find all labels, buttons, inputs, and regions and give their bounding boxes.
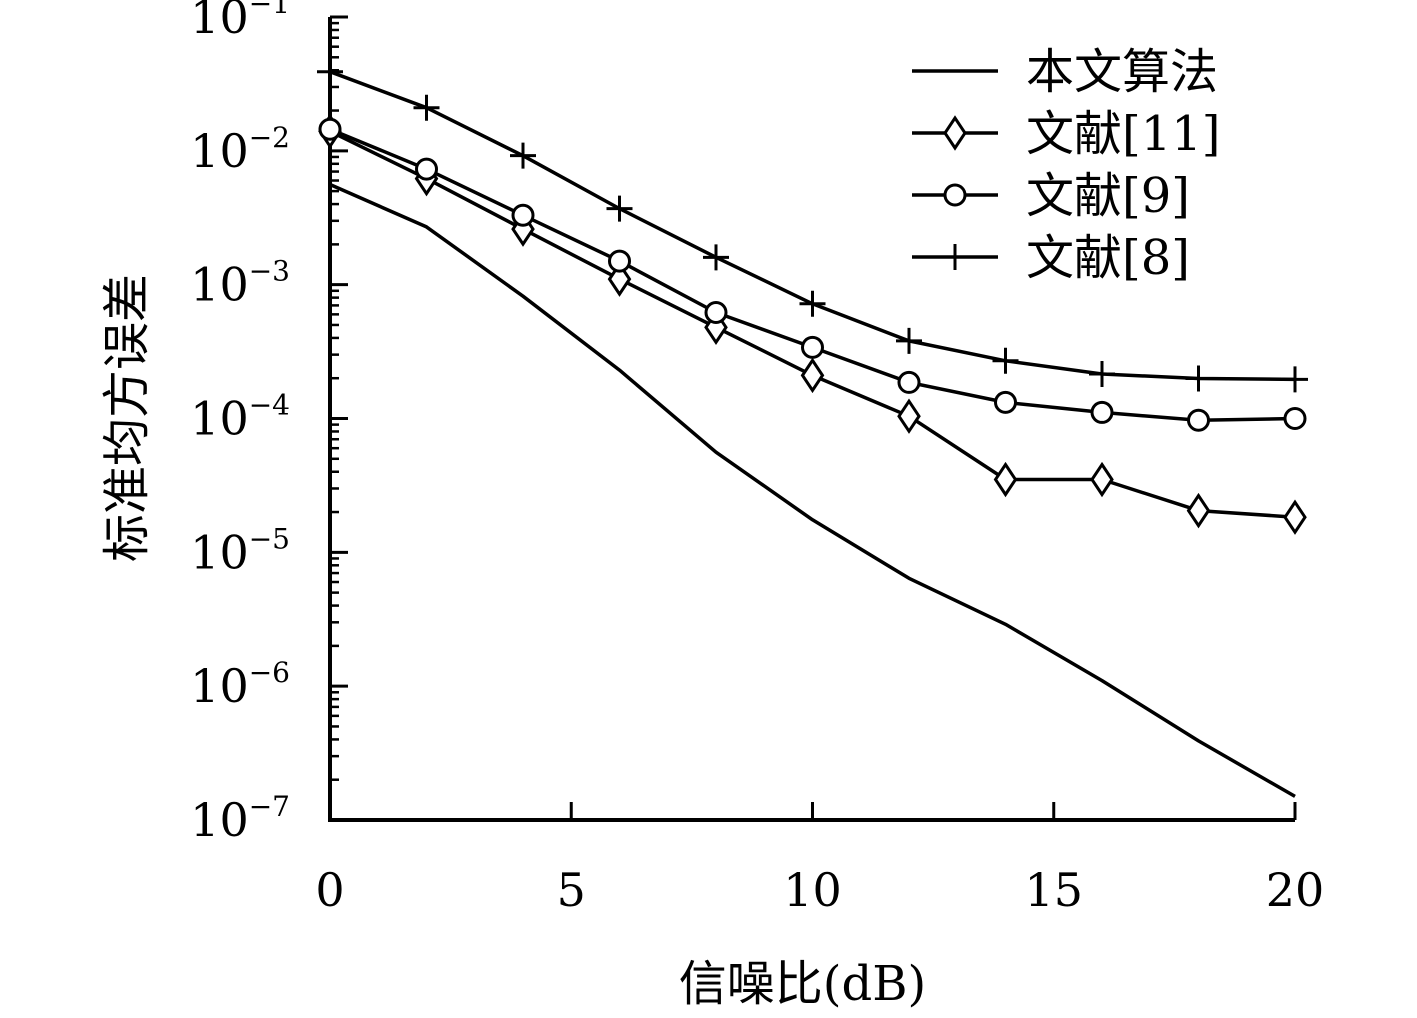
series-1-point-3	[607, 261, 632, 297]
series-2-point-8	[1090, 400, 1114, 424]
y-tick-label-1: 10−2	[190, 121, 290, 178]
series-layer	[317, 58, 1308, 798]
y-axis-label: 标准均方误差	[99, 274, 155, 562]
y-tick-label-4: 10−5	[190, 522, 290, 579]
y-tick-exponent-5: −6	[249, 656, 290, 689]
series-3-point-9	[1185, 365, 1212, 392]
series-3-point-3	[606, 195, 633, 222]
y-tick-label-2: 10−3	[190, 255, 290, 312]
y-tick-label-3: 10−4	[190, 389, 290, 446]
x-tick-label-1: 5	[557, 863, 586, 917]
legend-label-3: 文献[8]	[1026, 230, 1190, 286]
y-tick-exponent-6: −7	[249, 790, 290, 823]
series-2-point-0	[318, 117, 342, 141]
series-1-point-6	[897, 398, 921, 434]
series-2-point-10	[1283, 407, 1307, 430]
series-2-point-5	[801, 335, 824, 359]
y-tick-label-5: 10−6	[190, 656, 290, 713]
legend-marker-2	[943, 183, 967, 207]
series-3-point-6	[896, 327, 922, 354]
series-2-point-7	[994, 390, 1017, 414]
series-3-point-5	[799, 290, 826, 317]
series-0-line	[329, 182, 1296, 798]
series-3-point-4	[703, 244, 729, 271]
y-tick-label-6: 10−7	[190, 790, 290, 847]
series-3-point-2	[510, 142, 536, 169]
y-tick-exponent-3: −4	[249, 389, 290, 422]
series-1-point-5	[800, 357, 825, 394]
series-1-point-9	[1186, 492, 1211, 529]
series-0	[329, 182, 1296, 798]
series-2-point-9	[1187, 408, 1210, 432]
legend-label-1: 文献[11]	[1026, 106, 1221, 162]
legend-label-0: 本文算法	[1026, 44, 1218, 100]
legend-marker-3	[942, 244, 968, 270]
series-1-point-7	[993, 461, 1018, 498]
series-3-point-1	[413, 94, 440, 121]
series-3-point-7	[992, 347, 1019, 374]
y-tick-exponent-4: −5	[249, 522, 290, 555]
series-2-point-2	[511, 203, 535, 227]
y-tick-exponent-1: −2	[249, 121, 290, 154]
y-tick-label-0: 10−1	[190, 0, 290, 44]
y-tick-exponent-0: −1	[249, 0, 290, 20]
x-tick-label-0: 0	[315, 863, 344, 917]
series-2-point-3	[608, 249, 631, 273]
series-1-point-8	[1090, 461, 1114, 498]
x-axis-label: 信噪比(dB)	[679, 956, 926, 1012]
series-2	[318, 117, 1307, 432]
legend-marker-1	[943, 115, 967, 151]
series-2-point-6	[897, 370, 921, 394]
x-tick-label-4: 20	[1266, 863, 1325, 917]
series-3	[317, 58, 1308, 393]
x-tick-label-3: 15	[1024, 863, 1083, 917]
series-1-point-4	[704, 309, 728, 346]
ticks: 0 5 10 15 20 10−1 10−2 10−3 10−4 10−5 10−6 10−7	[190, 0, 1324, 917]
series-3-point-0	[317, 58, 343, 85]
series-2-point-1	[415, 157, 438, 181]
series-3-point-10	[1282, 366, 1308, 393]
series-2-point-4	[704, 300, 728, 324]
series-3-point-8	[1089, 361, 1115, 388]
legend-label-2: 文献[9]	[1026, 168, 1190, 224]
x-tick-label-2: 10	[783, 863, 842, 917]
series-1-point-10	[1283, 499, 1307, 535]
series-1	[318, 113, 1307, 535]
y-tick-exponent-2: −3	[249, 255, 290, 288]
